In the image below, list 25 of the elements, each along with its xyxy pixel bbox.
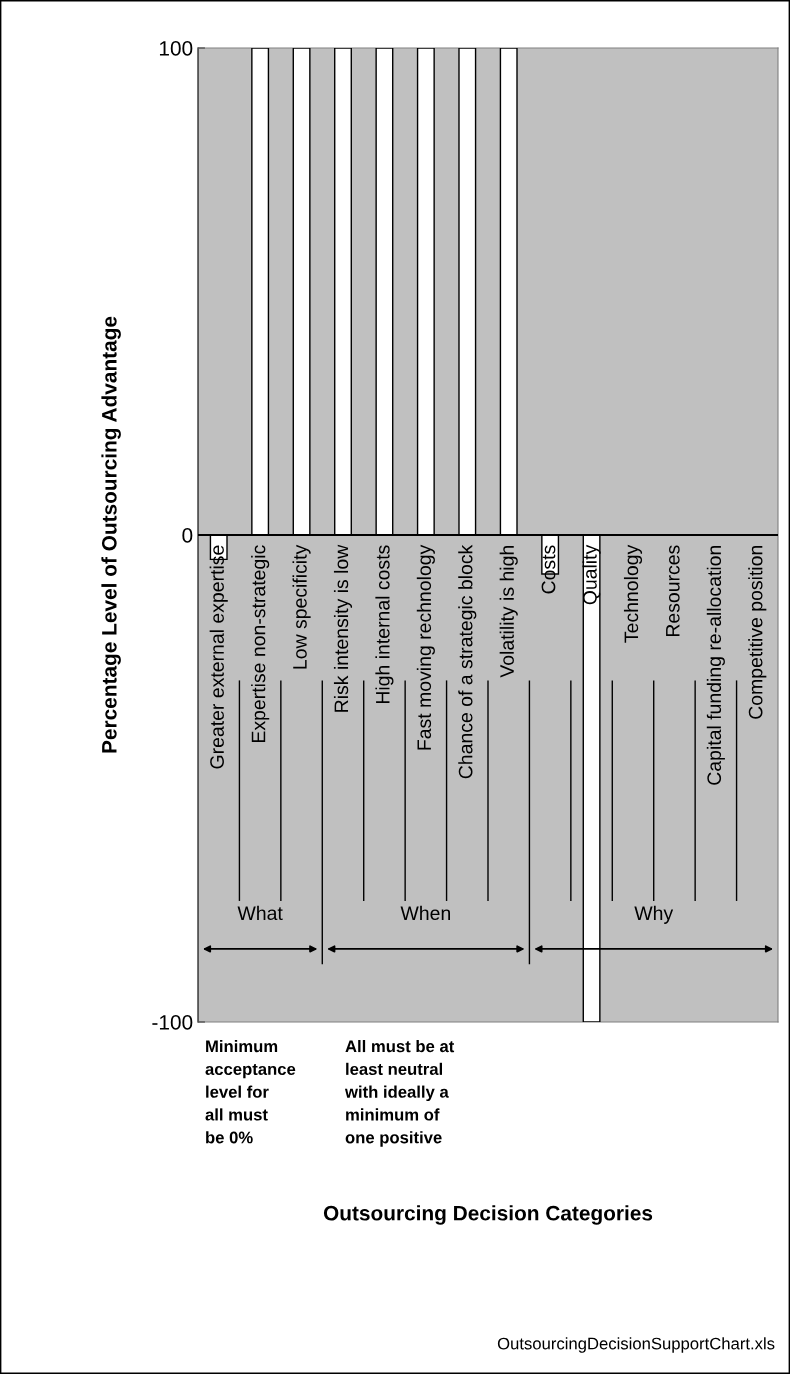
x-tick-label: Fast moving rechnology xyxy=(416,544,435,750)
x-tick-label: Technology xyxy=(623,544,643,643)
y-tick-label: 0 xyxy=(182,528,193,543)
y-tick-label: 100 xyxy=(159,41,193,56)
text: All must be at least neutral with ideally a minimum of one positive xyxy=(344,1040,455,1147)
x-tick-label: Competitive position xyxy=(748,545,767,719)
text: Outsourcing Decision Categories xyxy=(323,1205,653,1225)
x-tick-label: Risk intensity is low xyxy=(333,544,353,712)
y-axis-title: Percentage Level of Outsourcing Advantage xyxy=(101,316,121,753)
x-tick-label: Low specificity xyxy=(292,544,311,669)
x-tick-label: Costs xyxy=(541,545,556,594)
annotation: What xyxy=(237,905,283,921)
x-tick-label: Resources xyxy=(666,545,680,637)
text: OutsourcingDecisionSupportChart.xls xyxy=(497,1337,775,1353)
x-tick-label: Greater external expertise xyxy=(209,545,228,769)
text: Minimum acceptance level for all must be 0% xyxy=(205,1040,296,1144)
x-tick-label: Quality xyxy=(582,544,601,605)
y-tick-label: -100 xyxy=(152,1015,193,1030)
x-tick-label: High internal costs xyxy=(375,545,394,704)
annotation: Why xyxy=(634,905,674,924)
annotation: When xyxy=(400,905,450,921)
x-tick-label: Expertise non-strategic xyxy=(251,545,270,742)
x-tick-label: Volatility is high xyxy=(499,546,518,678)
x-tick-label: Capital funding re-allocation xyxy=(706,545,725,785)
x-tick-label: Chance of a strategic block xyxy=(458,544,477,779)
